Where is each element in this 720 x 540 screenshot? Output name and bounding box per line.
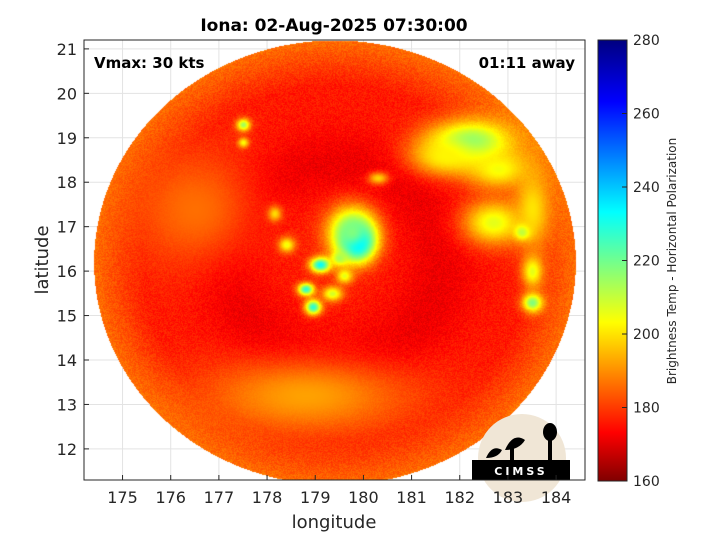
y-tick-label: 17 <box>57 218 77 237</box>
chart-title: Iona: 02-Aug-2025 07:30:00 <box>200 16 467 36</box>
x-tick-label: 175 <box>107 488 138 507</box>
y-tick-label: 19 <box>57 129 77 148</box>
y-axis-ticks: 12 13 14 15 16 17 18 19 20 21 <box>57 40 89 459</box>
logo-dish-icon <box>486 448 502 458</box>
vmax-annotation: Vmax: 30 kts <box>94 54 204 72</box>
x-tick-label: 182 <box>444 488 475 507</box>
logo-tower-leg <box>548 440 552 460</box>
colorbar-tick-label: 160 <box>633 474 660 490</box>
colorbar-tick-label: 200 <box>633 327 660 343</box>
x-axis-ticks: 175 176 177 178 179 180 181 182 183 184 <box>107 475 571 507</box>
y-tick-label: 12 <box>57 440 77 459</box>
logo-dish-icon-2 <box>505 437 525 450</box>
x-tick-label: 184 <box>541 488 572 507</box>
swath-heatmap <box>84 40 585 480</box>
logo-tower-icon <box>543 423 557 441</box>
y-tick-label: 15 <box>57 307 77 326</box>
colorbar-ticks: 160 180 200 220 240 260 280 <box>622 33 660 490</box>
x-axis-label: longitude <box>292 512 377 533</box>
y-tick-label: 20 <box>57 84 77 103</box>
heatmap-canvas <box>84 40 585 480</box>
y-tick-label: 18 <box>57 173 77 192</box>
x-tick-label: 181 <box>396 488 427 507</box>
logo-text: CIMSS <box>494 465 547 478</box>
logo-band <box>472 460 570 480</box>
x-tick-label: 180 <box>348 488 379 507</box>
y-tick-label: 13 <box>57 395 77 414</box>
y-tick-label: 14 <box>57 351 77 370</box>
y-tick-label: 16 <box>57 262 77 281</box>
colorbar-tick-label: 180 <box>633 401 660 417</box>
axes-frame <box>83 39 586 481</box>
colorbar-label: Brightness Temp - Horizontal Polarizatio… <box>665 138 679 385</box>
y-axis-label: latitude <box>32 225 53 294</box>
y-tick-label: 21 <box>57 40 77 59</box>
x-tick-label: 177 <box>204 488 235 507</box>
x-tick-label: 178 <box>252 488 283 507</box>
x-tick-label: 179 <box>300 488 331 507</box>
x-tick-label: 183 <box>493 488 524 507</box>
logo-mast <box>510 448 514 460</box>
colorbar-tick-label: 260 <box>633 107 660 123</box>
colorbar-tick-label: 240 <box>633 180 660 196</box>
time-away-annotation: 01:11 away <box>479 54 576 72</box>
colorbar-tick-label: 280 <box>633 33 660 49</box>
x-tick-label: 176 <box>155 488 186 507</box>
colorbar-tick-label: 220 <box>633 254 660 270</box>
